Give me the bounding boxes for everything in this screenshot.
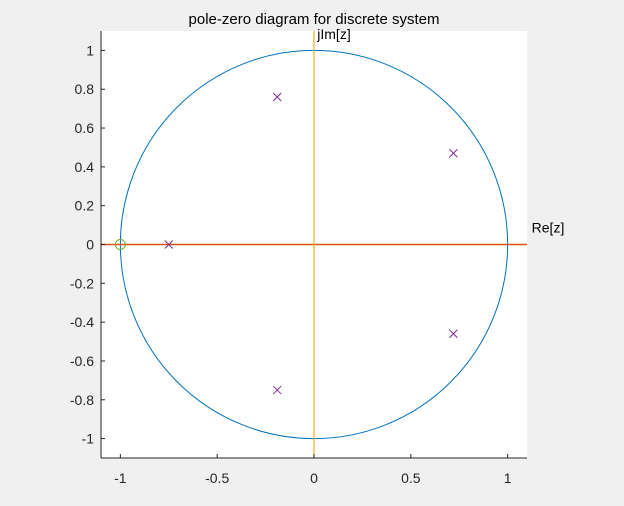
pole-marker xyxy=(449,329,458,339)
pole-stroke xyxy=(449,329,458,339)
x-tick-label: -0.5 xyxy=(205,470,229,486)
x-tick-label: 0 xyxy=(310,470,318,486)
y-tick-label: -0.6 xyxy=(70,353,94,369)
y-tick-label: -0.2 xyxy=(70,275,94,291)
x-tick-label: -1 xyxy=(114,470,127,486)
pole-stroke xyxy=(164,240,174,249)
pole-marker xyxy=(449,148,458,158)
chart-title: pole-zero diagram for discrete system xyxy=(189,11,440,28)
pole-stroke xyxy=(449,148,458,158)
pole-stroke xyxy=(272,92,282,102)
y-tick-label: 0.2 xyxy=(75,198,95,214)
pole-stroke xyxy=(272,385,282,395)
real-axis-label: Re[z] xyxy=(532,220,565,236)
y-tick-label: 0.8 xyxy=(75,81,95,97)
y-tick-label: -0.8 xyxy=(70,392,94,408)
y-tick-label: -1 xyxy=(82,431,95,447)
pole-marker xyxy=(164,240,174,249)
y-tick-label: 0.4 xyxy=(75,159,95,175)
y-tick-label: 0 xyxy=(86,237,94,253)
pole-marker xyxy=(272,92,282,102)
imag-axis-label: jIm[z] xyxy=(316,26,350,42)
x-tick-label: 1 xyxy=(504,470,512,486)
zero-marker xyxy=(114,239,126,250)
x-tick-label: 0.5 xyxy=(401,470,421,486)
y-tick-label: 0.6 xyxy=(75,120,95,136)
y-tick-label: -0.4 xyxy=(70,314,94,330)
y-tick-label: 1 xyxy=(86,42,94,58)
pole-marker xyxy=(272,385,282,395)
